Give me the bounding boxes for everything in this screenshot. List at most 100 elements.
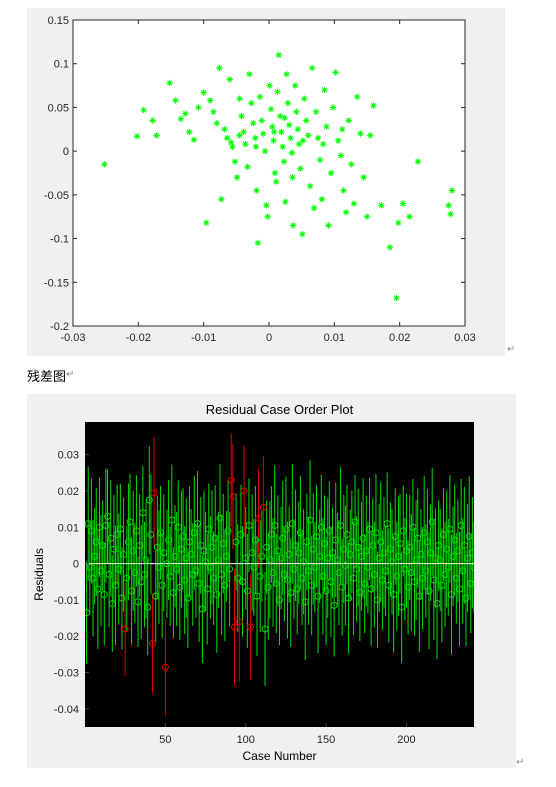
star-stroke (287, 135, 294, 141)
star-stroke (186, 129, 192, 135)
data-point (399, 200, 407, 207)
y-tick-label: 0 (73, 559, 79, 571)
star-stroke (227, 76, 233, 83)
data-point (264, 213, 271, 220)
star-stroke (248, 100, 254, 106)
star-stroke (289, 174, 296, 180)
data-point (378, 202, 385, 209)
star-stroke (282, 199, 288, 205)
residual-point (155, 563, 163, 571)
y-tick-label: 0.02 (58, 486, 79, 498)
residual-point (168, 516, 176, 524)
residual-point (140, 571, 148, 578)
residual-point (460, 541, 468, 549)
star-stroke (319, 196, 325, 202)
residual-point (182, 554, 190, 562)
star-stroke (228, 139, 234, 145)
residual-point (451, 536, 459, 544)
x-axis-label: Case Number (242, 749, 316, 763)
star-stroke (299, 231, 305, 237)
residual-point (264, 583, 272, 591)
residual-point (354, 543, 362, 551)
star-stroke (295, 126, 301, 132)
star-stroke (415, 159, 421, 165)
residual-point (194, 520, 202, 528)
star-stroke (101, 161, 107, 167)
residual-point (300, 558, 308, 566)
residual-point (407, 569, 415, 577)
data-point (282, 198, 289, 206)
residual-point (248, 549, 256, 557)
data-point (286, 121, 293, 129)
residual-point (200, 547, 208, 555)
residual-point (314, 592, 322, 600)
residual-point (378, 576, 386, 584)
paragraph-mark: ↵ (66, 369, 75, 380)
residual-point (205, 525, 213, 533)
residual-point (256, 572, 264, 580)
data-point (357, 130, 364, 137)
residual-point (279, 534, 287, 542)
data-point (386, 244, 394, 251)
x-tick-label: -0.03 (60, 332, 85, 344)
residual-point (128, 587, 136, 595)
star-stroke (134, 133, 140, 139)
data-point (133, 133, 141, 140)
star-stroke (290, 222, 296, 229)
star-stroke (313, 109, 319, 115)
star-stroke (323, 124, 330, 130)
residual-point (296, 529, 304, 537)
star-stroke (286, 122, 292, 128)
star-stroke (271, 129, 277, 135)
star-stroke (255, 240, 261, 246)
residual-point (116, 525, 124, 533)
star-stroke (282, 115, 288, 121)
star-stroke (207, 97, 213, 104)
data-point (279, 143, 286, 150)
residual-point (136, 541, 144, 549)
residual-point (118, 594, 126, 602)
data-point (306, 182, 314, 190)
data-point (271, 128, 278, 136)
residual-point (177, 545, 185, 553)
residual-point (157, 529, 165, 537)
residual-point (401, 565, 409, 573)
data-point (177, 115, 184, 122)
data-point (233, 174, 241, 181)
residual-point (134, 598, 142, 606)
star-stroke (301, 96, 307, 102)
residual-point (290, 565, 298, 573)
residual-point (390, 590, 398, 598)
residual-point (359, 534, 367, 542)
x-tick-label: 100 (237, 734, 255, 746)
residual-point (224, 527, 232, 535)
residual-point (115, 565, 123, 573)
data-point (280, 158, 288, 165)
residual-point (393, 572, 401, 580)
star-stroke (315, 135, 321, 141)
star-stroke (260, 131, 266, 137)
residual-point (110, 545, 118, 553)
star-stroke (252, 135, 258, 141)
star-stroke (325, 222, 332, 229)
residual-point (394, 552, 402, 560)
data-point (229, 143, 236, 150)
residual-point (357, 552, 365, 560)
data-point (101, 161, 108, 168)
star-stroke (269, 124, 275, 130)
star-stroke (378, 202, 384, 208)
residual-point (166, 572, 174, 580)
data-point (327, 169, 335, 177)
data-point (271, 169, 279, 177)
residual-point (361, 580, 369, 588)
data-point (207, 97, 214, 104)
residual-point (398, 603, 406, 611)
data-point (308, 64, 316, 72)
data-point (335, 137, 342, 144)
data-point (448, 187, 456, 194)
residual-point (346, 551, 354, 559)
residual-point (367, 585, 375, 593)
star-stroke (367, 132, 373, 138)
star-stroke (361, 174, 367, 180)
data-point (318, 196, 326, 203)
